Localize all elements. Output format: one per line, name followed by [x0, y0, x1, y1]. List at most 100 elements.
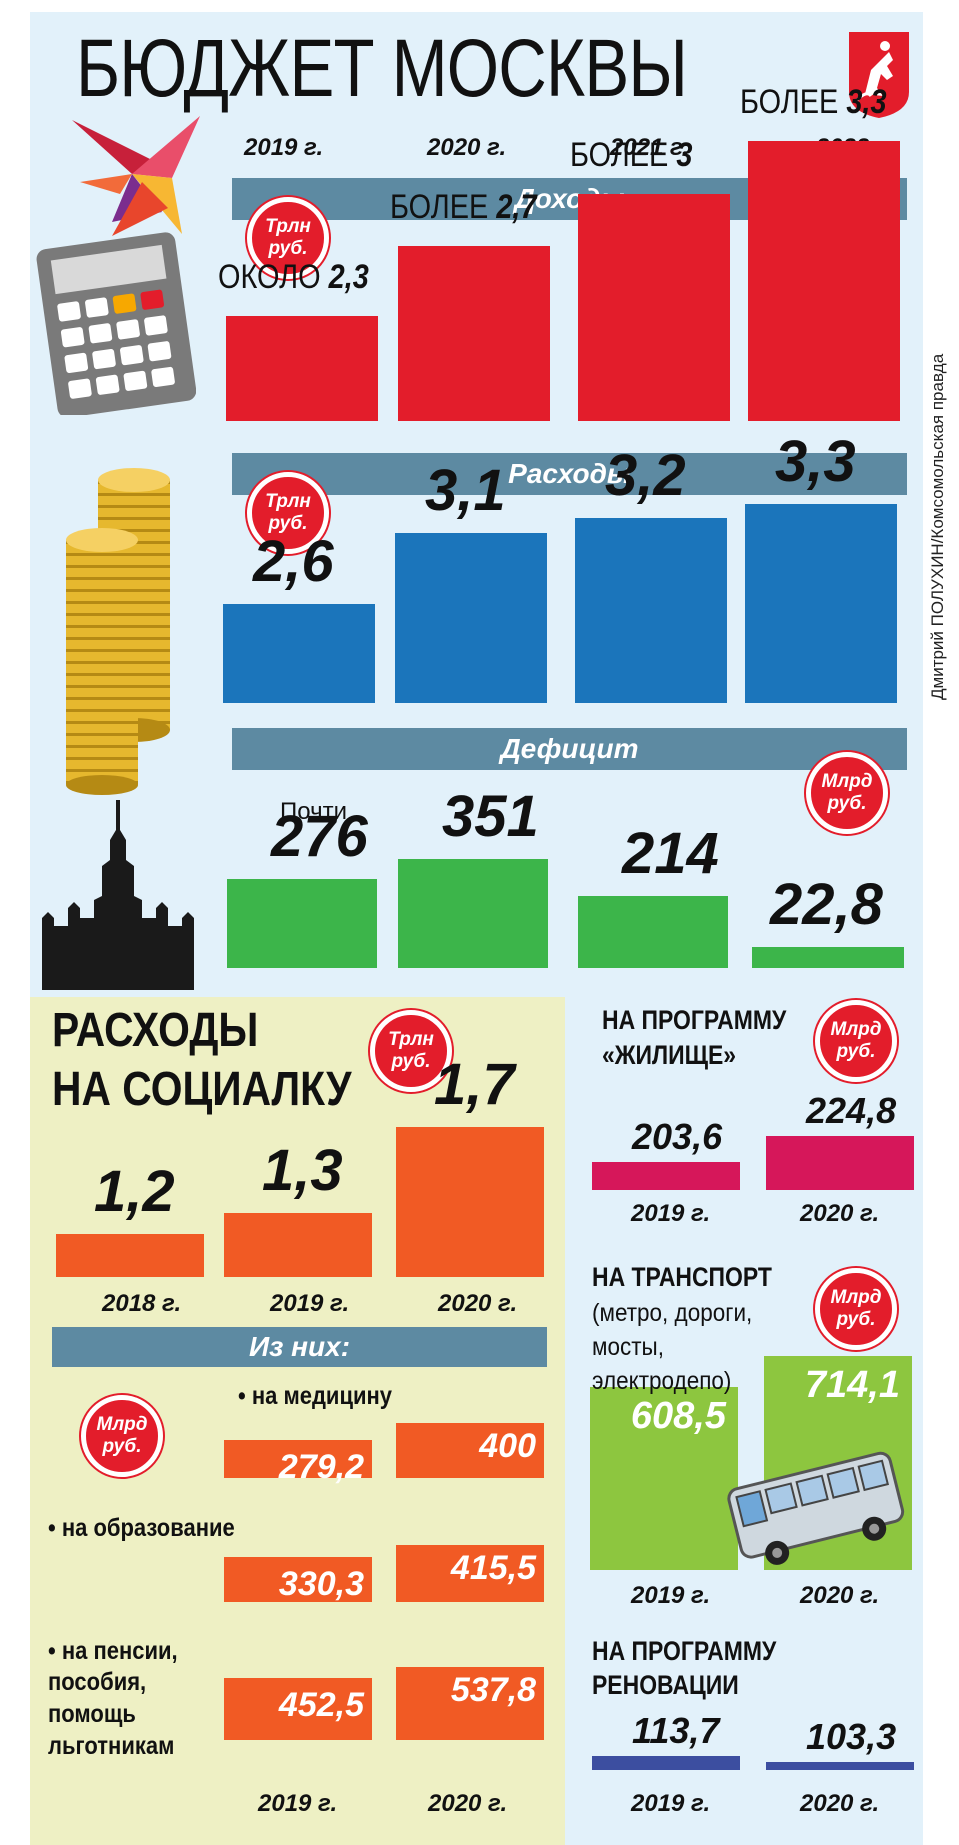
social-bar	[56, 1234, 204, 1277]
sub-bar	[396, 1423, 544, 1478]
social-bar	[224, 1212, 372, 1277]
income-prefix: БОЛЕЕ	[740, 83, 847, 121]
housing-bar	[766, 1136, 914, 1190]
income-number: 2,3	[328, 258, 369, 296]
photo-credit: Дмитрий ПОЛУХИН/Комсомольская правда	[928, 353, 947, 700]
sub-bar	[224, 1439, 372, 1478]
housing-title: НА ПРОГРАММУ	[602, 1005, 787, 1035]
deficit-value-label: 276	[271, 804, 368, 870]
renovation-bar	[592, 1755, 740, 1770]
year-label: 2019 г.	[258, 1790, 338, 1817]
housing-bar	[592, 1161, 740, 1190]
bullet-pensions: пособия,	[48, 1668, 147, 1696]
year-label: 2018 г.	[102, 1290, 182, 1317]
coin-stacks-icon	[66, 468, 170, 795]
unit-badge-trln: Трлн руб.	[370, 1010, 452, 1092]
income-value-label: БОЛЕЕ 2,7	[390, 188, 537, 227]
bullet-pensions: льготникам	[48, 1732, 175, 1760]
transport-title: НА ТРАНСПОРТ	[592, 1262, 772, 1292]
deficit-bar	[752, 946, 904, 968]
sub-value-label: 330,3	[278, 1564, 364, 1603]
sub-bar	[396, 1666, 544, 1740]
sub-value-label: 452,5	[278, 1686, 364, 1725]
expense-value-label: 3,2	[605, 443, 686, 509]
bus-icon	[727, 1451, 905, 1565]
transport-value-label: 608,5	[630, 1395, 726, 1438]
year-label: 2019 г.	[631, 1790, 711, 1817]
of-them-ribbon: Из них:	[52, 1327, 547, 1367]
year-label: 2019 г.	[270, 1290, 350, 1317]
expense-value-label: 3,1	[425, 457, 506, 523]
year-label: 2020 г.	[428, 1790, 508, 1817]
year-label: 2019 г.	[631, 1582, 711, 1609]
year-label: 2020 г.	[800, 1200, 880, 1227]
income-number: 2,7	[496, 188, 537, 226]
unit-badge-mlrd: Млрд руб.	[815, 1268, 897, 1350]
page-title: БЮДЖЕТ МОСКВЫ	[76, 23, 688, 114]
income-prefix: БОЛЕЕ	[570, 135, 677, 174]
deficit-value-label: 22,8	[770, 871, 883, 937]
swallow-logo-icon	[72, 116, 200, 236]
social-title-line1: РАСХОДЫ	[52, 1004, 259, 1057]
sub-bar	[224, 1678, 372, 1740]
housing-value-label: 203,6	[632, 1115, 723, 1157]
deficit-ribbon: Дефицит	[232, 728, 907, 770]
deficit-value-label: 351	[442, 783, 539, 849]
income-number: 3	[676, 135, 693, 174]
renovation-title: НА ПРОГРАММУ	[592, 1636, 777, 1666]
deficit-prefix: Почти	[280, 798, 347, 825]
bullet-pensions: помощь	[48, 1700, 136, 1728]
transport-value-label: 714,1	[804, 1363, 900, 1406]
housing-title: «ЖИЛИЩЕ»	[602, 1040, 737, 1070]
deficit-bar	[227, 879, 377, 968]
year-label: 2020 г.	[800, 1582, 880, 1609]
expense-value-label: 3,3	[775, 429, 856, 495]
unit-badge-mlrd: Млрд руб.	[815, 1000, 897, 1082]
bullet-pensions: • на пенсии,	[48, 1637, 178, 1665]
expense-ribbon: Расходы	[232, 453, 907, 495]
social-value-label: 1,7	[434, 1051, 515, 1117]
transport-bar	[590, 1387, 738, 1570]
deficit-bar	[398, 858, 548, 968]
social-title-line2: НА СОЦИАЛКУ	[52, 1063, 352, 1116]
bullet-education: • на образование	[48, 1514, 235, 1542]
expense-bar	[745, 504, 897, 703]
income-bar	[398, 246, 550, 421]
calculator-icon	[36, 232, 196, 415]
unit-badge-trln: Трлн руб.	[247, 197, 329, 279]
renovation-value-label: 113,7	[632, 1709, 720, 1751]
social-value-label: 1,2	[94, 1159, 175, 1224]
sub-value-label: 279,2	[278, 1447, 364, 1486]
msu-building-silhouette-icon	[42, 800, 194, 990]
moscow-coat-of-arms-icon	[849, 32, 909, 118]
deficit-bar	[578, 895, 728, 968]
expense-bar	[223, 603, 375, 703]
expense-bar	[395, 532, 547, 703]
deficit-value-label: 214	[622, 820, 719, 886]
unit-badge-mlrd: Млрд руб.	[81, 1395, 163, 1477]
sub-bar	[224, 1556, 372, 1602]
income-value-label: БОЛЕЕ 3	[570, 136, 692, 175]
renovation-bar	[766, 1762, 914, 1770]
income-value-label: ОКОЛО 2,3	[218, 258, 369, 297]
sub-value-label: 537,8	[450, 1670, 536, 1709]
year-label: 2020 г.	[800, 1790, 880, 1817]
renovation-title: РЕНОВАЦИИ	[592, 1670, 739, 1700]
income-prefix: ОКОЛО	[218, 258, 329, 296]
expense-value-label: 2,6	[253, 528, 334, 594]
social-bar	[396, 1126, 544, 1277]
sub-value-label: 415,5	[450, 1549, 536, 1588]
housing-value-label: 224,8	[806, 1090, 897, 1132]
unit-badge-trln: Трлн руб.	[247, 472, 329, 554]
social-value-label: 1,3	[262, 1137, 343, 1203]
income-bar	[226, 316, 378, 421]
year-label: 2021 г.	[610, 134, 690, 161]
expense-bar	[575, 518, 727, 703]
sub-value-label: 400	[479, 1427, 536, 1466]
income-value-label: БОЛЕЕ 3,3	[740, 83, 887, 122]
income-prefix: БОЛЕЕ	[390, 188, 497, 226]
income-number: 3,3	[846, 83, 887, 121]
sub-bar	[396, 1545, 544, 1602]
bullet-medicine: • на медицину	[238, 1382, 393, 1410]
transport-subtitle: (метро, дороги, мосты, электродепо)	[592, 1299, 753, 1395]
